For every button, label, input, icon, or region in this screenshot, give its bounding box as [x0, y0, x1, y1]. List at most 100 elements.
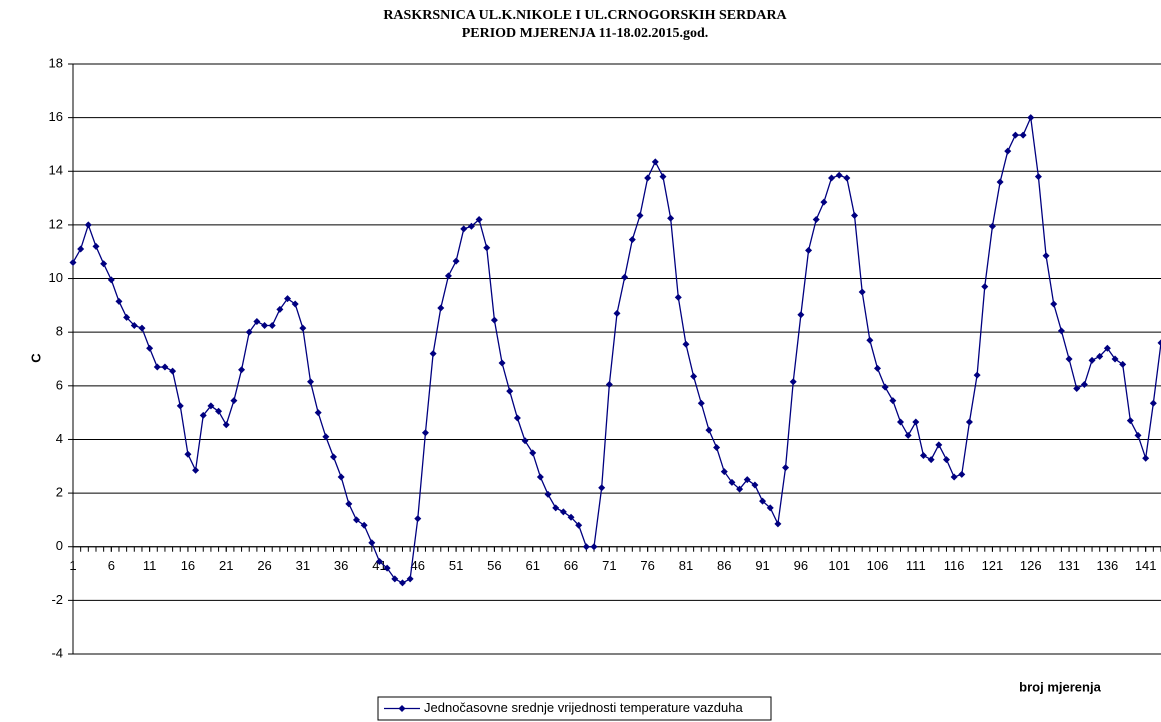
- chart-subtitle: PERIOD MJERENJA 11-18.02.2015.god.: [462, 26, 709, 41]
- data-point: [483, 244, 491, 252]
- data-point: [107, 276, 115, 284]
- data-point: [981, 283, 989, 291]
- data-point: [697, 399, 705, 407]
- data-point: [996, 178, 1004, 186]
- data-point: [360, 521, 368, 529]
- data-point: [199, 411, 207, 419]
- y-tick-label: 18: [49, 55, 63, 70]
- data-point: [621, 273, 629, 281]
- data-point: [736, 485, 744, 493]
- data-point: [299, 324, 307, 332]
- x-tick-label: 41: [372, 558, 386, 573]
- data-point: [1149, 399, 1157, 407]
- x-tick-label: 16: [181, 558, 195, 573]
- data-point: [314, 409, 322, 417]
- data-point: [506, 387, 514, 395]
- x-tick-label: 76: [640, 558, 654, 573]
- x-tick-label: 46: [411, 558, 425, 573]
- data-point: [828, 174, 836, 182]
- x-tick-label: 61: [525, 558, 539, 573]
- data-point: [958, 470, 966, 478]
- data-point: [444, 272, 452, 280]
- data-point: [138, 324, 146, 332]
- y-tick-label: -4: [51, 645, 63, 660]
- data-point: [153, 363, 161, 371]
- data-point: [613, 309, 621, 317]
- y-tick-label: -2: [51, 592, 63, 607]
- data-point: [1111, 355, 1119, 363]
- data-point: [636, 212, 644, 220]
- data-point: [728, 478, 736, 486]
- legend-label: Jednočasovne srednje vrijednosti tempera…: [424, 700, 743, 715]
- data-point: [337, 473, 345, 481]
- data-point: [222, 421, 230, 429]
- data-point: [805, 246, 813, 254]
- data-point: [437, 304, 445, 312]
- data-point: [912, 418, 920, 426]
- data-point: [789, 378, 797, 386]
- data-point: [268, 321, 276, 329]
- data-point: [713, 444, 721, 451]
- data-point: [322, 433, 330, 441]
- data-point: [919, 452, 927, 460]
- y-tick-label: 0: [56, 538, 63, 553]
- data-point: [874, 364, 882, 372]
- chart-title: RASKRSNICA UL.K.NIKOLE I UL.CRNOGORSKIH …: [383, 8, 787, 23]
- data-point: [797, 311, 805, 319]
- x-tick-label: 121: [982, 558, 1004, 573]
- y-tick-label: 6: [56, 377, 63, 392]
- data-point: [238, 366, 246, 374]
- x-tick-label: 91: [755, 558, 769, 573]
- x-tick-label: 26: [257, 558, 271, 573]
- data-point: [812, 216, 820, 224]
- data-point: [421, 429, 429, 437]
- data-point: [766, 504, 774, 512]
- data-point: [375, 557, 383, 565]
- data-point: [659, 173, 667, 181]
- legend: Jednočasovne srednje vrijednosti tempera…: [377, 696, 772, 721]
- data-point: [1142, 454, 1150, 462]
- series-line: [72, 115, 1161, 584]
- data-point: [192, 466, 200, 474]
- x-tick-label: 36: [334, 558, 348, 573]
- data-point: [751, 481, 759, 489]
- data-point: [352, 516, 360, 524]
- data-point: [628, 236, 636, 244]
- data-point: [383, 564, 391, 572]
- data-point: [345, 500, 353, 508]
- data-point: [161, 363, 169, 371]
- data-point: [176, 402, 184, 410]
- data-point: [820, 198, 828, 206]
- y-tick-label: 10: [49, 270, 63, 285]
- data-point: [544, 490, 552, 498]
- data-point: [146, 344, 154, 352]
- data-point: [965, 418, 973, 426]
- data-point: [881, 383, 889, 391]
- data-point: [69, 258, 77, 266]
- data-point: [414, 515, 422, 523]
- data-point: [950, 473, 958, 481]
- data-point: [1073, 385, 1081, 392]
- data-point: [261, 321, 269, 329]
- x-tick-label: 111: [906, 558, 926, 573]
- data-point: [651, 158, 659, 166]
- data-point: [759, 497, 767, 505]
- data-point: [169, 367, 177, 375]
- data-point: [452, 257, 460, 265]
- data-point: [215, 407, 223, 415]
- data-point: [513, 414, 521, 422]
- x-tick-label: 101: [828, 558, 850, 573]
- data-point: [774, 520, 782, 528]
- data-point: [291, 300, 299, 308]
- y-tick-label: 2: [56, 485, 63, 500]
- data-point: [245, 328, 253, 336]
- y-tick-label: 14: [49, 163, 63, 178]
- data-point: [284, 295, 292, 303]
- data-point: [559, 508, 567, 516]
- data-point: [1065, 355, 1073, 363]
- y-tick-label: 8: [56, 324, 63, 339]
- data-point: [866, 336, 874, 344]
- data-point: [307, 378, 315, 386]
- data-point: [207, 402, 215, 410]
